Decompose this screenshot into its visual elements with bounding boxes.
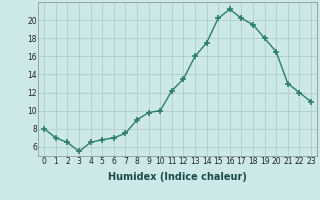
X-axis label: Humidex (Indice chaleur): Humidex (Indice chaleur) — [108, 172, 247, 182]
